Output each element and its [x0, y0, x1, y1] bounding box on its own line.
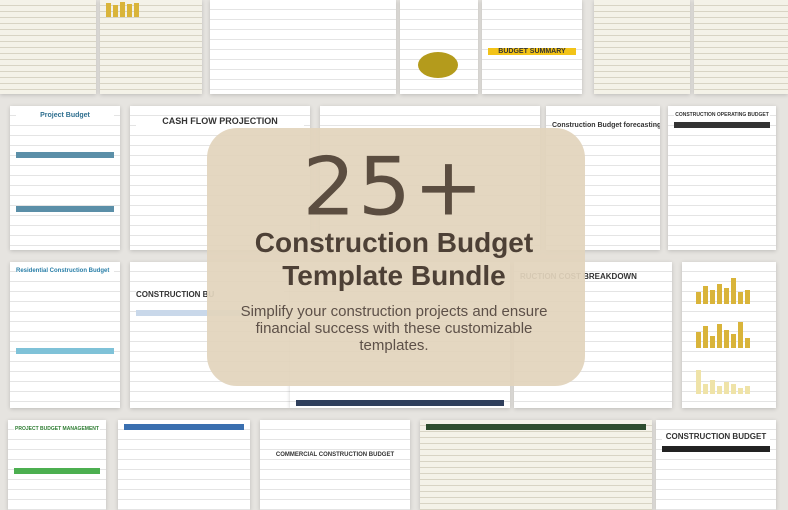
thumb-title: PROJECT BUDGET MANAGEMENT [14, 426, 100, 432]
template-thumb: COMMERCIAL CONSTRUCTION BUDGET [260, 420, 410, 510]
hero-title: Construction Budget Template Bundle [254, 227, 534, 291]
thumb-title: Residential Construction Budget [16, 268, 114, 274]
template-thumb [420, 420, 652, 510]
thumb-title: Construction Budget forecasting [552, 122, 660, 129]
template-thumb [694, 0, 788, 94]
thumb-title: CONSTRUCTION OPERATING BUDGET [674, 112, 770, 118]
template-thumb [0, 0, 96, 94]
hero-subtitle: Simplify your construction projects and … [240, 303, 548, 354]
hero-card [207, 128, 585, 386]
donut-chart [418, 52, 458, 78]
template-thumb [210, 0, 396, 94]
thumb-title: CASH FLOW PROJECTION [136, 116, 304, 126]
thumb-title: Project Budget [16, 112, 114, 119]
template-thumb: PROJECT BUDGET MANAGEMENT [8, 420, 106, 510]
template-thumb [100, 0, 202, 94]
template-thumb: Project Budget [10, 106, 120, 250]
template-thumb [118, 420, 250, 510]
template-thumb [400, 0, 478, 94]
template-thumb: Residential Construction Budget [10, 262, 120, 408]
template-thumb: CONSTRUCTION OPERATING BUDGET [668, 106, 776, 250]
template-thumb: BUDGET SUMMARY [482, 0, 582, 94]
template-thumb [594, 0, 690, 94]
template-count: 25+ [302, 140, 486, 234]
thumb-title: BUDGET SUMMARY [488, 48, 576, 55]
template-thumb [682, 262, 776, 408]
thumb-title: CONSTRUCTION BUDGET [662, 432, 770, 441]
thumb-title: COMMERCIAL CONSTRUCTION BUDGET [266, 452, 404, 458]
template-thumb: CONSTRUCTION BUDGET [656, 420, 776, 510]
